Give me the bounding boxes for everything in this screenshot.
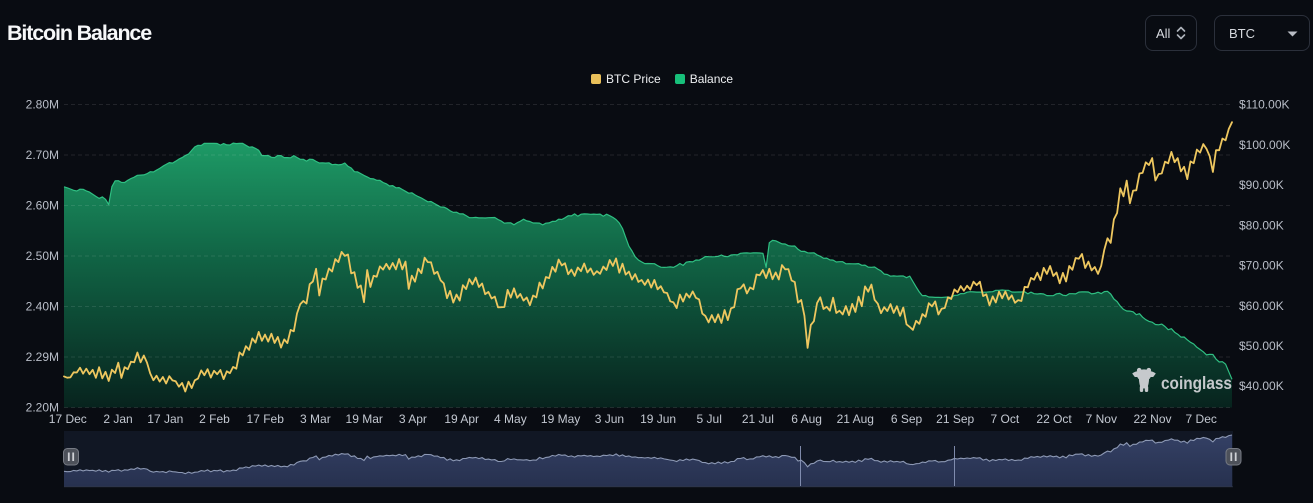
svg-text:$40.00K: $40.00K <box>1239 379 1284 393</box>
svg-text:21 Sep: 21 Sep <box>936 412 974 426</box>
svg-text:2 Feb: 2 Feb <box>199 412 230 426</box>
svg-text:2.20M: 2.20M <box>26 401 59 415</box>
svg-text:6 Sep: 6 Sep <box>891 412 923 426</box>
svg-text:19 Mar: 19 Mar <box>346 412 383 426</box>
svg-text:2.80M: 2.80M <box>26 98 59 112</box>
svg-text:2.50M: 2.50M <box>26 249 59 263</box>
svg-text:22 Nov: 22 Nov <box>1133 412 1171 426</box>
svg-text:7 Dec: 7 Dec <box>1186 412 1217 426</box>
svg-text:$70.00K: $70.00K <box>1239 259 1284 273</box>
svg-text:17 Jan: 17 Jan <box>147 412 183 426</box>
svg-text:21 Jul: 21 Jul <box>742 412 774 426</box>
svg-text:$50.00K: $50.00K <box>1239 339 1284 353</box>
svg-text:$110.00K: $110.00K <box>1239 98 1290 112</box>
svg-text:3 Jun: 3 Jun <box>595 412 624 426</box>
svg-text:19 May: 19 May <box>541 412 580 426</box>
svg-text:17 Dec: 17 Dec <box>49 412 87 426</box>
svg-text:6 Aug: 6 Aug <box>791 412 822 426</box>
svg-text:7 Nov: 7 Nov <box>1086 412 1117 426</box>
svg-text:$100.00K: $100.00K <box>1239 138 1290 152</box>
svg-text:5 Jul: 5 Jul <box>697 412 722 426</box>
svg-text:7 Oct: 7 Oct <box>991 412 1020 426</box>
svg-text:4 May: 4 May <box>494 412 527 426</box>
svg-text:2.29M: 2.29M <box>26 350 59 364</box>
svg-text:3 Apr: 3 Apr <box>399 412 427 426</box>
svg-text:$80.00K: $80.00K <box>1239 219 1284 233</box>
svg-text:2 Jan: 2 Jan <box>103 412 132 426</box>
svg-text:17 Feb: 17 Feb <box>247 412 285 426</box>
svg-text:2.60M: 2.60M <box>26 199 59 213</box>
svg-text:$90.00K: $90.00K <box>1239 178 1284 192</box>
svg-text:2.40M: 2.40M <box>26 300 59 314</box>
svg-text:19 Jun: 19 Jun <box>640 412 676 426</box>
svg-text:3 Mar: 3 Mar <box>300 412 331 426</box>
svg-text:$60.00K: $60.00K <box>1239 299 1284 313</box>
svg-text:coinglass: coinglass <box>1161 373 1232 393</box>
svg-text:2.70M: 2.70M <box>26 148 59 162</box>
svg-text:19 Apr: 19 Apr <box>444 412 479 426</box>
svg-text:21 Aug: 21 Aug <box>837 412 874 426</box>
svg-text:22 Oct: 22 Oct <box>1036 412 1072 426</box>
